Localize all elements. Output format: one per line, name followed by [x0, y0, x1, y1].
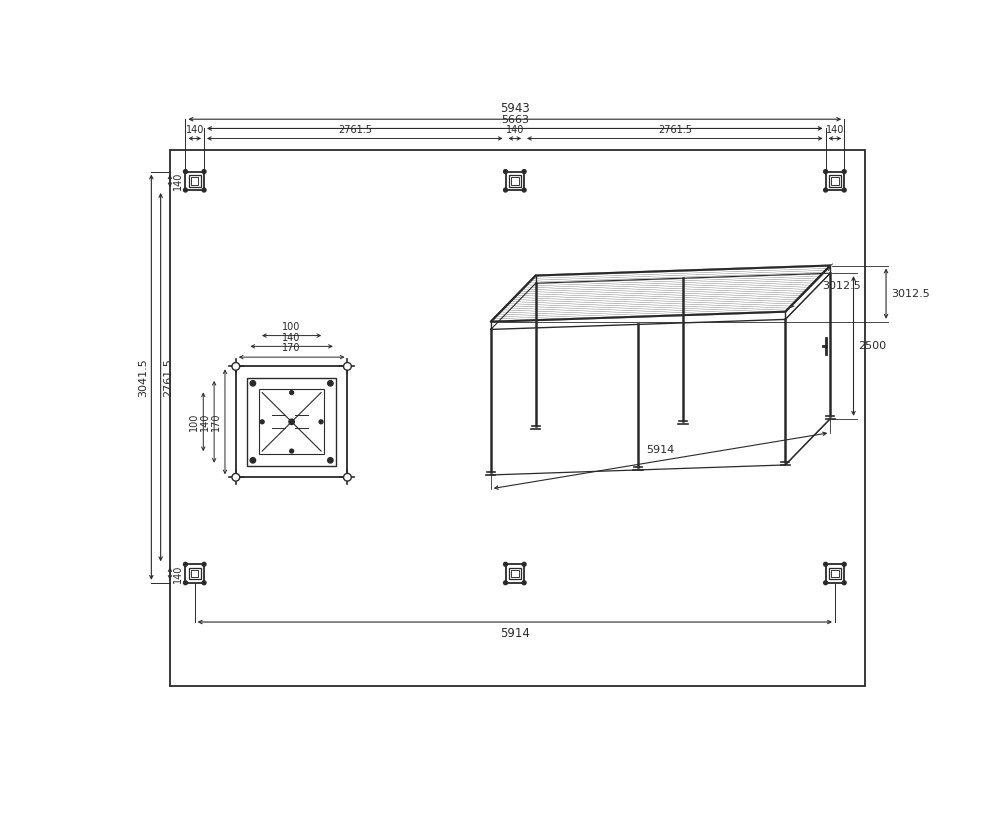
Circle shape [504, 188, 507, 192]
Bar [826, 172, 844, 190]
Text: 170: 170 [211, 412, 221, 431]
Circle shape [250, 457, 256, 463]
Bar [831, 177, 839, 184]
Text: 140: 140 [200, 412, 210, 431]
Circle shape [504, 170, 507, 173]
Bar [829, 175, 841, 187]
Text: 2761.5: 2761.5 [338, 126, 372, 136]
Circle shape [824, 562, 828, 566]
Text: 3041.5: 3041.5 [138, 358, 148, 397]
Bar [829, 568, 841, 579]
Circle shape [202, 170, 206, 173]
Bar [826, 564, 844, 583]
Circle shape [290, 449, 294, 453]
Circle shape [202, 188, 206, 192]
Circle shape [319, 420, 323, 424]
Circle shape [184, 170, 187, 173]
Text: 140: 140 [506, 126, 524, 136]
Bar [259, 390, 324, 454]
Text: 100: 100 [282, 322, 301, 332]
Text: 5914: 5914 [500, 626, 530, 640]
Circle shape [184, 562, 187, 566]
Circle shape [260, 420, 264, 424]
Text: 140: 140 [173, 172, 183, 190]
Text: 5914: 5914 [646, 445, 675, 455]
Circle shape [232, 473, 240, 481]
Text: 140: 140 [282, 332, 301, 342]
Circle shape [842, 170, 846, 173]
Circle shape [250, 381, 256, 386]
Circle shape [289, 419, 294, 425]
Circle shape [824, 170, 828, 173]
Text: 2761.5: 2761.5 [658, 126, 692, 136]
Polygon shape [491, 266, 830, 322]
Bar [191, 177, 198, 184]
Bar [247, 378, 336, 466]
Bar [170, 150, 865, 686]
Bar [185, 564, 204, 583]
Text: 5663: 5663 [501, 115, 529, 126]
Circle shape [184, 188, 187, 192]
Circle shape [290, 391, 294, 395]
Bar [185, 172, 204, 190]
Bar [236, 367, 347, 477]
Text: 2500: 2500 [858, 341, 886, 351]
Bar [509, 568, 521, 579]
Circle shape [842, 562, 846, 566]
Circle shape [522, 188, 526, 192]
Circle shape [842, 581, 846, 585]
Text: 3012.5: 3012.5 [891, 288, 929, 298]
Circle shape [504, 562, 507, 566]
Circle shape [202, 562, 206, 566]
Text: 140: 140 [186, 126, 204, 136]
Text: 140: 140 [173, 564, 183, 583]
Bar [511, 570, 519, 577]
Text: 3012.5: 3012.5 [822, 281, 860, 291]
Bar [511, 177, 519, 184]
Circle shape [184, 581, 187, 585]
Circle shape [522, 562, 526, 566]
Circle shape [824, 188, 828, 192]
Bar [189, 175, 201, 187]
Circle shape [344, 362, 351, 370]
Circle shape [202, 581, 206, 585]
Circle shape [842, 188, 846, 192]
Bar [189, 568, 201, 579]
Bar [191, 570, 198, 577]
Circle shape [522, 581, 526, 585]
Text: 2761.5: 2761.5 [163, 357, 173, 397]
Circle shape [824, 581, 828, 585]
Text: 5943: 5943 [500, 102, 530, 115]
Text: 170: 170 [282, 343, 301, 353]
Circle shape [328, 381, 333, 386]
Circle shape [328, 457, 333, 463]
Circle shape [522, 170, 526, 173]
Bar [509, 175, 521, 187]
Circle shape [504, 581, 507, 585]
Bar [831, 570, 839, 577]
Text: 100: 100 [189, 412, 199, 431]
Bar [506, 564, 524, 583]
Bar [506, 172, 524, 190]
Text: 140: 140 [826, 126, 844, 136]
Circle shape [232, 362, 240, 370]
Circle shape [344, 473, 351, 481]
